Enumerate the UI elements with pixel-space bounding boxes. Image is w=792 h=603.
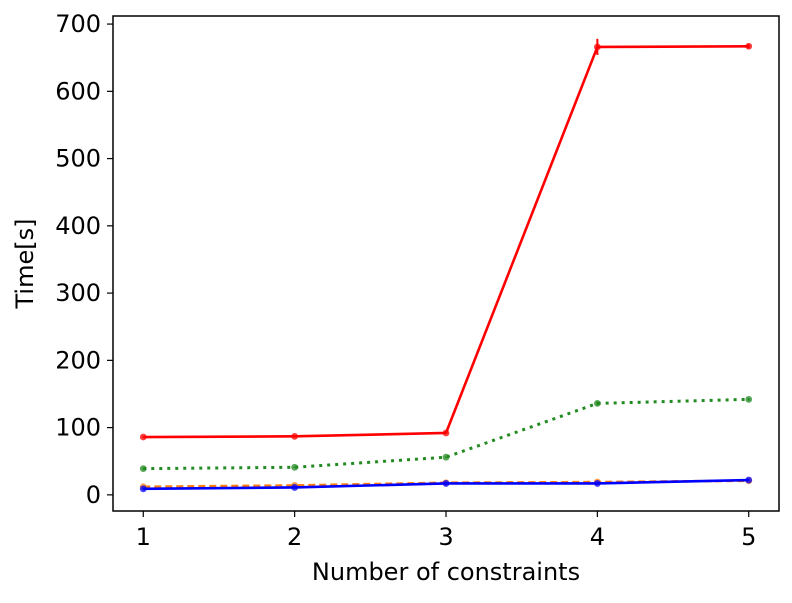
x-tick-label: 4 (590, 523, 605, 551)
data-point (745, 395, 753, 403)
data-point (291, 463, 299, 471)
x-tick-label: 5 (741, 523, 756, 551)
series-0 (139, 38, 753, 441)
x-axis-label: Number of constraints (312, 558, 580, 586)
ticks-layer: 1 2 3 4 5 0 100 200 300 400 500 600 700 (55, 10, 756, 551)
data-point (291, 432, 299, 440)
x-tick-label: 1 (136, 523, 151, 551)
data-point (139, 485, 147, 493)
y-axis-label: Time[s] (11, 219, 39, 310)
data-point (139, 465, 147, 473)
data-point (291, 484, 299, 491)
data-point (745, 42, 753, 50)
series-line (143, 44, 749, 439)
series-1 (139, 395, 753, 473)
data-point (442, 453, 450, 461)
y-tick-label: 400 (55, 212, 101, 240)
series-line (143, 397, 749, 471)
x-tick-label: 3 (438, 523, 453, 551)
data-point (593, 399, 601, 407)
data-point (442, 480, 450, 487)
series-layer (139, 38, 753, 493)
x-tick-label: 2 (287, 523, 302, 551)
y-tick-label: 0 (86, 481, 101, 509)
y-tick-label: 100 (55, 414, 101, 442)
data-point (139, 433, 147, 441)
series-3 (139, 476, 753, 493)
y-tick-label: 600 (55, 77, 101, 105)
y-tick-label: 300 (55, 279, 101, 307)
y-tick-label: 500 (55, 145, 101, 173)
data-point (442, 429, 450, 437)
data-point (593, 43, 601, 51)
y-tick-label: 700 (55, 10, 101, 38)
y-tick-label: 200 (55, 346, 101, 374)
data-point (745, 476, 753, 484)
data-point (593, 480, 601, 487)
